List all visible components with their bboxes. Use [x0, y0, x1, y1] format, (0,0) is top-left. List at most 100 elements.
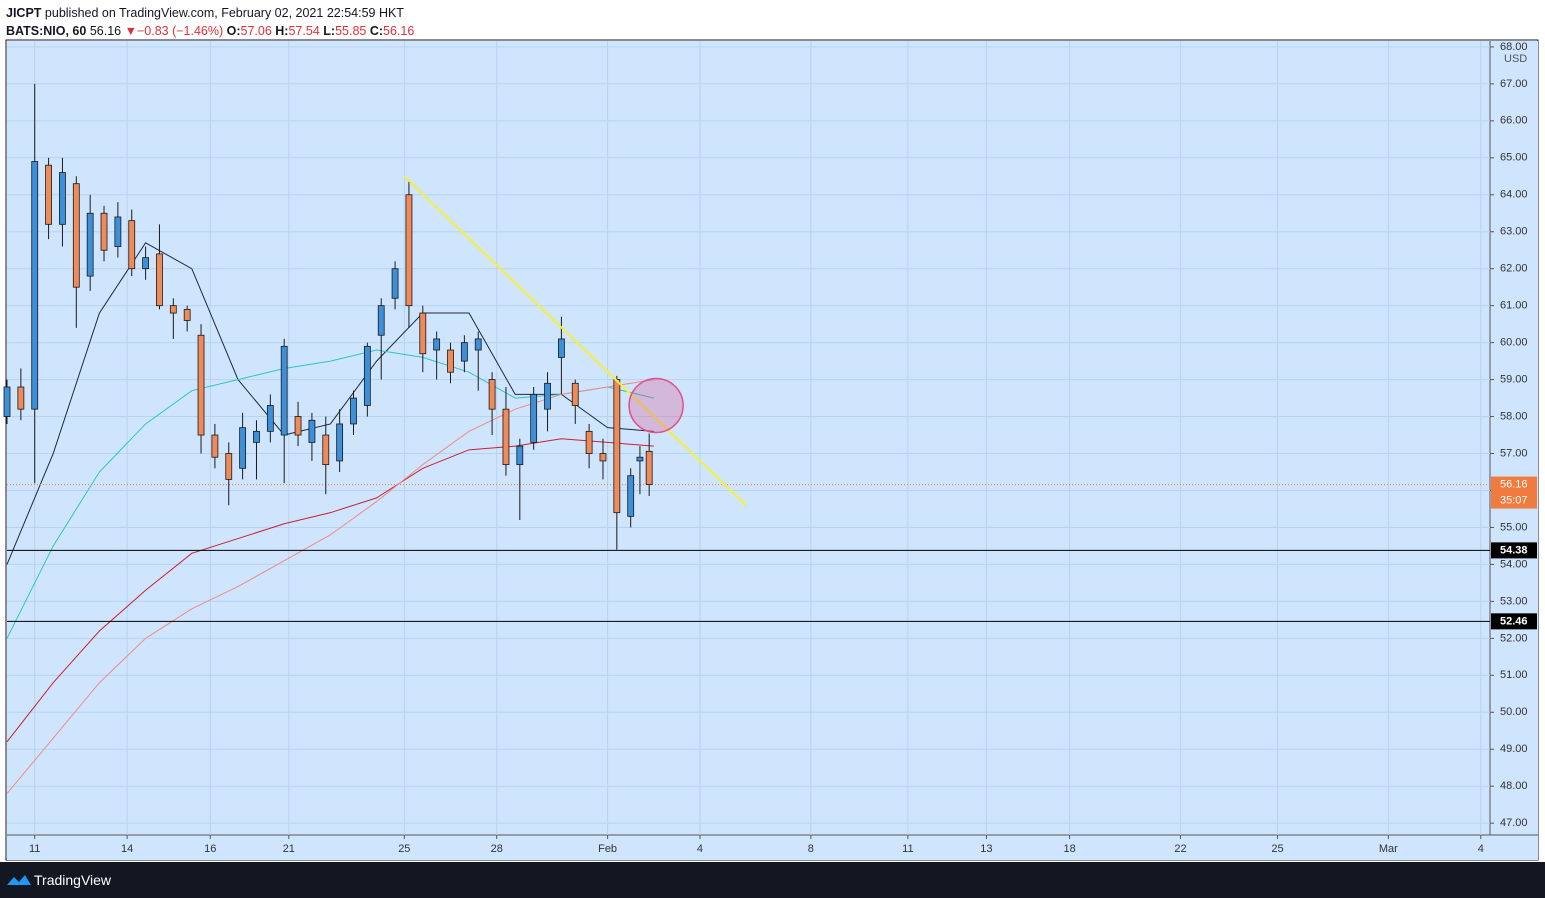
candle-body: [31, 161, 39, 410]
candle-body: [253, 430, 260, 443]
x-tick-label: 18: [1063, 843, 1075, 855]
candle-body: [460, 342, 468, 362]
y-tick-label: 62.00: [1500, 263, 1528, 275]
y-tick-label: 67.00: [1500, 78, 1528, 90]
candle-body: [197, 334, 205, 436]
plot-area: [7, 41, 1490, 835]
candle-body: [645, 450, 653, 485]
candle-body: [474, 338, 482, 351]
y-tick-label: 49.00: [1500, 743, 1528, 755]
candle-body: [433, 338, 441, 351]
candle-body: [516, 445, 524, 466]
y-tick-label: 51.00: [1500, 669, 1528, 681]
x-tick-label: Mar: [1379, 843, 1398, 855]
candle-body: [336, 423, 344, 462]
candle-body: [308, 419, 316, 443]
l-label: L:: [323, 24, 336, 38]
o: 57.06: [240, 24, 272, 38]
x-tick-label: 21: [283, 843, 295, 855]
candle-body: [571, 382, 579, 406]
change: −0.83 (−1.46%): [136, 24, 224, 38]
candle-body: [627, 475, 635, 517]
candle-body: [156, 253, 163, 307]
candle-body: [377, 305, 385, 336]
candle-body: [280, 345, 288, 436]
price-axis: [1490, 41, 1538, 835]
y-tick-label: 68.00: [1500, 41, 1528, 53]
candle-body: [239, 427, 247, 469]
y-tick-label: 60.00: [1500, 337, 1528, 349]
price-label: 56.16: [1500, 478, 1528, 490]
x-tick-label: 16: [204, 843, 216, 855]
candle-body: [585, 430, 593, 454]
published: published on TradingView.com, February 0…: [44, 6, 404, 20]
currency: USD: [1504, 53, 1527, 65]
y-tick-label: 48.00: [1500, 780, 1528, 792]
moving-average: [6, 438, 654, 743]
candle-body: [294, 416, 302, 436]
y-tick-label: 57.00: [1500, 447, 1528, 459]
y-tick-label: 58.00: [1500, 410, 1528, 422]
candle-body: [447, 349, 454, 373]
candle-body: [419, 312, 427, 355]
brand[interactable]: TradingView: [34, 872, 112, 888]
candle-body: [211, 434, 219, 458]
publish-line: JICPT published on TradingView.com, Febr…: [6, 4, 414, 22]
y-tick-label: 54.00: [1500, 558, 1528, 570]
level-label: 54.38: [1500, 544, 1528, 556]
y-tick-label: 52.00: [1500, 632, 1528, 644]
candle-body: [530, 393, 538, 443]
x-tick-label: 4: [697, 843, 703, 855]
y-tick-label: 47.00: [1500, 817, 1528, 829]
c-label: C:: [369, 24, 384, 38]
x-tick-label: 4: [1478, 843, 1484, 855]
level-tag: [1491, 613, 1537, 630]
author[interactable]: JICPT: [6, 6, 42, 20]
symbol-line: BATS:NIO, 60 56.16 ▼−0.83 (−1.46%) O:57.…: [6, 22, 414, 40]
y-tick-label: 64.00: [1500, 189, 1528, 201]
candle-body: [599, 453, 607, 462]
y-tick-label: 53.00: [1500, 595, 1528, 607]
candle-body: [350, 397, 357, 425]
x-tick-label: 14: [121, 843, 133, 855]
candle-body: [45, 164, 52, 225]
candle-body: [225, 453, 233, 480]
h-label: H:: [275, 24, 289, 38]
candle-body: [636, 456, 644, 462]
candle-body: [100, 212, 108, 251]
candle-body: [128, 220, 136, 270]
candle-body: [557, 338, 565, 358]
x-tick-label: 25: [398, 843, 410, 855]
trendline: [403, 175, 747, 506]
y-tick-label: 55.00: [1500, 521, 1528, 533]
candle-body: [169, 305, 177, 314]
y-tick-label: 61.00: [1500, 300, 1528, 312]
candle-body: [183, 308, 191, 321]
x-tick-label: 11: [29, 843, 40, 855]
candle-body: [72, 183, 80, 288]
x-tick-label: 8: [808, 843, 814, 855]
candle-body: [3, 386, 11, 417]
y-tick-label: 59.00: [1500, 374, 1528, 386]
c: 56.16: [383, 24, 415, 38]
candle-body: [266, 405, 274, 432]
x-tick-label: 28: [491, 843, 503, 855]
candle-body: [363, 345, 371, 406]
candle-body: [405, 194, 413, 307]
level-label: 52.46: [1500, 615, 1528, 627]
x-tick-label: 11: [902, 843, 913, 855]
y-tick-label: 50.00: [1500, 706, 1528, 718]
logo[interactable]: [6, 872, 32, 890]
x-tick-label: 22: [1174, 843, 1186, 855]
footer: TradingView: [0, 862, 1545, 898]
candle-body: [488, 379, 496, 410]
candle-body: [86, 212, 94, 277]
candle-body: [502, 408, 510, 466]
x-tick-label: Feb: [598, 843, 617, 855]
candle-body: [322, 434, 330, 466]
candle-body: [17, 386, 25, 410]
candle-body: [59, 172, 66, 225]
header: JICPT published on TradingView.com, Febr…: [6, 4, 414, 40]
arrow: ▼: [124, 24, 137, 38]
